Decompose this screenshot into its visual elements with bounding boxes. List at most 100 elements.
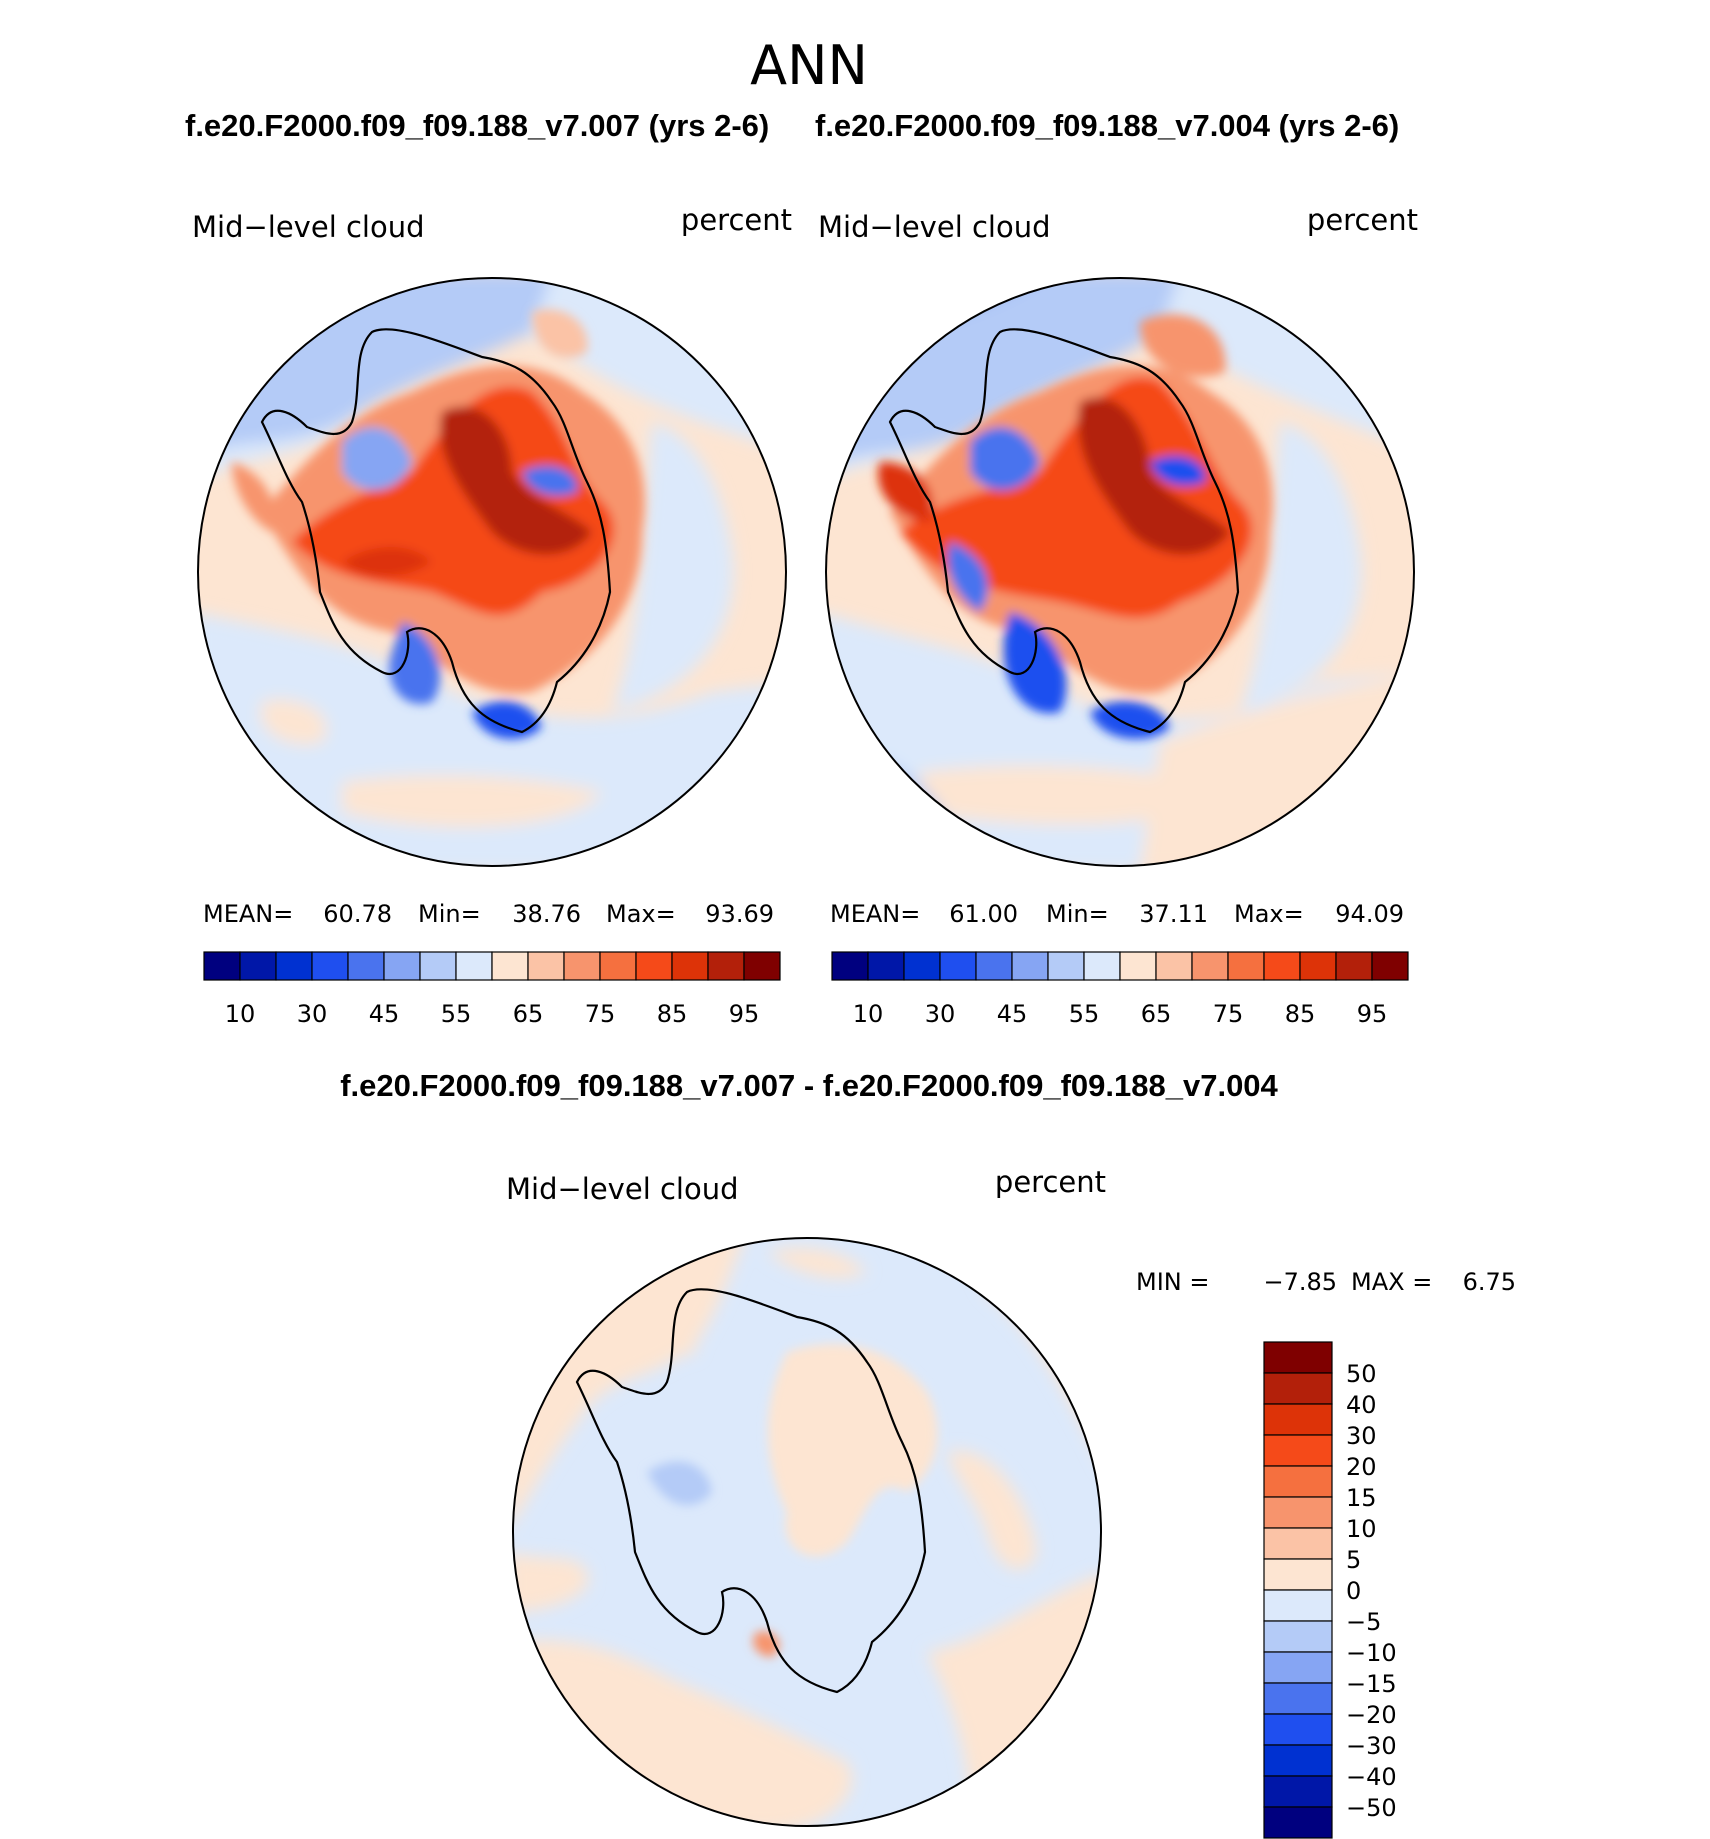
panel-1-colorbar-swatch	[563, 951, 601, 981]
difference-colorbar-tick-label: −40	[1346, 1763, 1397, 1791]
difference-colorbar-tick-label: −15	[1346, 1670, 1397, 1698]
panel-1-max-value: 93.69	[705, 900, 774, 928]
difference-colorbar-tick-label: −50	[1346, 1794, 1397, 1822]
panel-1-colorbar-swatch	[311, 951, 349, 981]
panel-1-colorbar-tick-label: 55	[441, 1000, 472, 1028]
difference-title: f.e20.F2000.f09_f09.188_v7.007 - f.e20.F…	[340, 1068, 1278, 1103]
figure-title: ANN	[750, 34, 868, 97]
difference-colorbar-swatch	[1263, 1496, 1333, 1529]
panel-1-map-border	[197, 277, 787, 867]
panel-1-colorbar-swatch	[527, 951, 565, 981]
difference-colorbar-tick-label: −30	[1346, 1732, 1397, 1760]
panel-2-colorbar-tick-label: 10	[853, 1000, 884, 1028]
panel-2-units-label: percent	[1307, 203, 1418, 237]
panel-1-colorbar-tick-label: 45	[369, 1000, 400, 1028]
difference-colorbar-tick-label: 20	[1346, 1453, 1377, 1481]
difference-min-label: MIN =	[1136, 1268, 1209, 1296]
panel-2-min-label: Min=	[1046, 900, 1109, 928]
panel-1-colorbar-swatch	[491, 951, 529, 981]
panel-2-colorbar-swatch	[1299, 951, 1337, 981]
panel-1-mean-label: MEAN=	[203, 900, 293, 928]
panel-2-max-value: 94.09	[1335, 900, 1404, 928]
subtitle-right: f.e20.F2000.f09_f09.188_v7.004 (yrs 2-6)	[815, 108, 1399, 143]
difference-colorbar-swatch	[1263, 1806, 1333, 1839]
panel-1-colorbar-swatch	[455, 951, 493, 981]
difference-colorbar-swatch	[1263, 1558, 1333, 1591]
panel-2-colorbar-swatch	[903, 951, 941, 981]
difference-polar-map	[512, 1237, 1102, 1827]
panel-1-colorbar-tick-label: 85	[657, 1000, 688, 1028]
difference-max-label: MAX =	[1351, 1268, 1432, 1296]
difference-max-value: 6.75	[1463, 1268, 1516, 1296]
panel-2-colorbar-swatch	[831, 951, 869, 981]
difference-colorbar-tick-label: 5	[1346, 1546, 1361, 1574]
difference-colorbar-tick-label: 10	[1346, 1515, 1377, 1543]
panel-2-colorbar-tick-label: 95	[1357, 1000, 1388, 1028]
difference-colorbar-tick-label: −20	[1346, 1701, 1397, 1729]
panel-2-colorbar-swatch	[1047, 951, 1085, 981]
difference-colorbar-swatch	[1263, 1465, 1333, 1498]
panel-2-mean-value: 61.00	[949, 900, 1018, 928]
difference-colorbar-swatch	[1263, 1651, 1333, 1684]
panel-1-colorbar-tick-label: 75	[585, 1000, 616, 1028]
panel-1-colorbar-swatch	[743, 951, 781, 981]
difference-panel: Mid−level cloud percent	[506, 1165, 1516, 1839]
panel-1-coastline	[260, 328, 612, 734]
panel-2-colorbar-swatch	[939, 951, 977, 981]
panel-2-colorbar-swatch	[1191, 951, 1229, 981]
panel-1-colorbar: 10 30 45 55 65 75 85 95	[203, 951, 781, 1028]
panel-1-colorbar-swatch	[347, 951, 385, 981]
panel-1-units-label: percent	[681, 203, 792, 237]
panel-1-colorbar-tick-label: 65	[513, 1000, 544, 1028]
panel-2-colorbar-swatch	[867, 951, 905, 981]
panel-1-colorbar-swatch	[599, 951, 637, 981]
difference-colorbar-swatch	[1263, 1620, 1333, 1653]
difference-map-border	[512, 1237, 1102, 1827]
panel-2-colorbar-tick-label: 45	[997, 1000, 1028, 1028]
difference-colorbar-swatch	[1263, 1713, 1333, 1746]
panel-1-colorbar-swatch	[383, 951, 421, 981]
panel-1-colorbar-swatch	[635, 951, 673, 981]
panel-2-coastline	[888, 328, 1240, 734]
panel-2-colorbar-swatch	[975, 951, 1013, 981]
panel-2-variable-label: Mid−level cloud	[818, 210, 1051, 244]
panel-2-colorbar-swatch	[1011, 951, 1049, 981]
subtitle-left: f.e20.F2000.f09_f09.188_v7.007 (yrs 2-6)	[185, 108, 769, 143]
difference-colorbar-swatch	[1263, 1775, 1333, 1808]
panel-1-colorbar-swatch	[239, 951, 277, 981]
panel-2-colorbar-swatch	[1227, 951, 1265, 981]
difference-colorbar-tick-label: 50	[1346, 1360, 1377, 1388]
panel-2-colorbar-tick-label: 75	[1213, 1000, 1244, 1028]
panel-2-colorbar-swatch	[1119, 951, 1157, 981]
difference-coastline	[575, 1288, 927, 1694]
panel-1-variable-label: Mid−level cloud	[192, 210, 425, 244]
panel-2-polar-map	[825, 277, 1415, 867]
difference-colorbar-swatch	[1263, 1341, 1333, 1374]
difference-colorbar-tick-label: 15	[1346, 1484, 1377, 1512]
panel-1-colorbar-swatch	[707, 951, 745, 981]
panel-2-colorbar: 10 30 45 55 65 75 85 95	[831, 951, 1409, 1028]
panel-1-min-label: Min=	[418, 900, 481, 928]
panel-2-colorbar-swatch	[1263, 951, 1301, 981]
panel-2-colorbar-swatch	[1335, 951, 1373, 981]
panel-2-map-border	[825, 277, 1415, 867]
panel-2-colorbar-swatch	[1371, 951, 1409, 981]
panel-2-max-label: Max=	[1234, 900, 1304, 928]
panel-2-min-value: 37.11	[1139, 900, 1208, 928]
panel-1-colorbar-tick-label: 30	[297, 1000, 328, 1028]
panel-2-colorbar-tick-label: 30	[925, 1000, 956, 1028]
difference-colorbar-tick-label: 30	[1346, 1422, 1377, 1450]
panel-1-min-value: 38.76	[512, 900, 581, 928]
difference-colorbar-swatch	[1263, 1403, 1333, 1436]
panel-2-mean-label: MEAN=	[830, 900, 920, 928]
panel-1-mean-value: 60.78	[323, 900, 392, 928]
difference-colorbar-swatch	[1263, 1744, 1333, 1777]
panel-2-colorbar-swatch	[1155, 951, 1193, 981]
panel-2-colorbar-swatch	[1083, 951, 1121, 981]
panel-1-colorbar-tick-label: 95	[729, 1000, 760, 1028]
difference-colorbar-swatch	[1263, 1682, 1333, 1715]
difference-colorbar-swatch	[1263, 1527, 1333, 1560]
difference-units-label: percent	[995, 1165, 1106, 1199]
